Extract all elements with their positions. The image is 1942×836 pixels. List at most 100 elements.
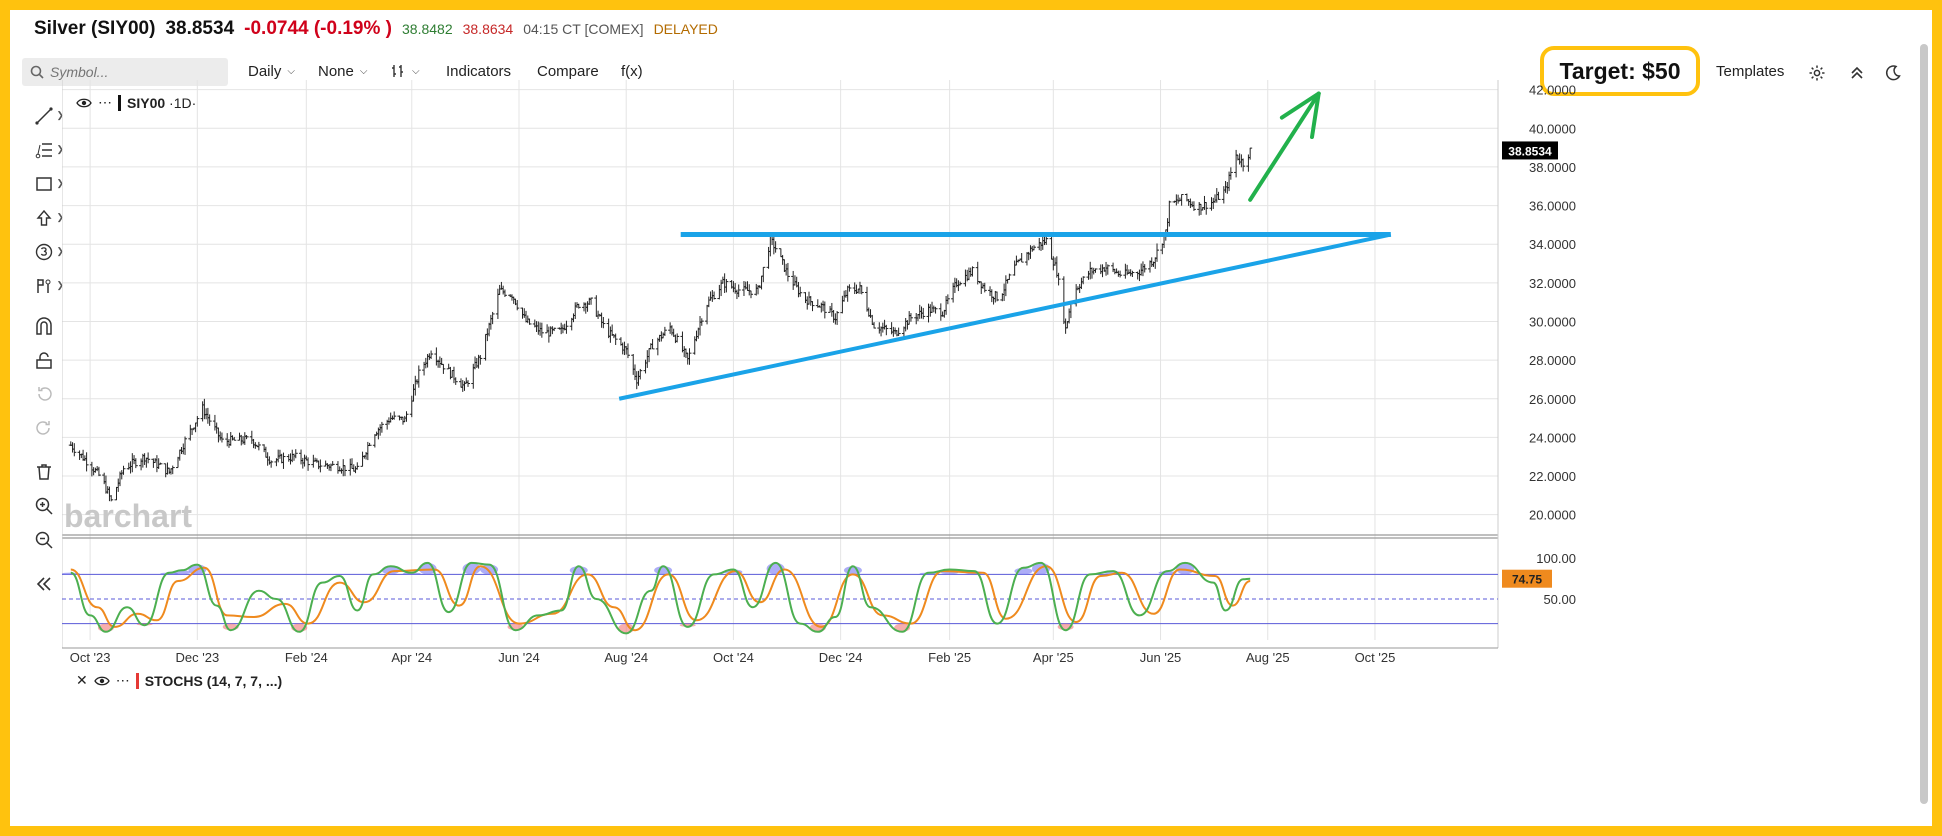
x-tick-label: Apr '24: [391, 650, 432, 665]
quote-header: Silver (SIY00) 38.8534 -0.0744 (-0.19% )…: [34, 18, 718, 46]
stoch-d-line: [70, 565, 1251, 632]
fib-tool[interactable]: ❯: [26, 136, 64, 164]
rect-tool-icon: [36, 177, 52, 191]
close-icon[interactable]: ✕: [76, 672, 88, 688]
compare-mode-dropdown[interactable]: None ⌵: [318, 63, 367, 80]
period-dropdown[interactable]: Daily ⌵: [248, 63, 295, 80]
collapse-left-icon: [36, 577, 51, 591]
magnet-tool[interactable]: [26, 312, 62, 340]
measure-tool-icon: [37, 279, 51, 293]
price-chart-svg[interactable]: 20.0000 22.0000 24.0000 26.0000 28.0000 30.00…: [61, 80, 1922, 820]
y-tick-label: 34.0000: [1529, 237, 1576, 252]
ask-price: 38.8634: [462, 21, 514, 37]
stoch-tick-label: 100.00: [1536, 551, 1576, 566]
chart-type-icon: [392, 65, 403, 77]
magnet-icon: [36, 317, 52, 335]
compare-button[interactable]: Compare: [537, 63, 599, 80]
price-legend: ⋯ SIY00 ·1D·: [76, 94, 196, 111]
chevron-right-icon: ❯: [56, 178, 64, 188]
indicators-label: Indicators: [446, 63, 512, 80]
x-tick-label: Jun '25: [1140, 650, 1182, 665]
y-tick-label: 30.0000: [1529, 314, 1576, 329]
arrow-tool[interactable]: ❯: [26, 204, 64, 232]
delayed-badge: DELAYED: [653, 21, 718, 37]
search-input[interactable]: [50, 64, 220, 80]
chevron-right-icon: ❯: [56, 280, 64, 290]
target-arrow: [1248, 91, 1321, 202]
trash-icon: [37, 464, 51, 480]
more-icon[interactable]: ⋯: [115, 672, 130, 688]
chevron-right-icon: ❯: [56, 246, 64, 256]
x-tick-label: Dec '24: [819, 650, 863, 665]
collapse-icon: [1851, 66, 1863, 79]
page-scrollbar[interactable]: [1920, 44, 1928, 804]
bid-price: 38.8482: [402, 21, 453, 37]
lock-tool[interactable]: [26, 346, 62, 374]
x-tick-label: Oct '25: [1355, 650, 1396, 665]
redo-icon: [36, 421, 50, 435]
y-tick-label: 38.0000: [1529, 160, 1576, 175]
chevron-down-icon: ⌵: [287, 66, 295, 77]
symbol-title: Silver (SIY00): [34, 18, 156, 39]
fx-button[interactable]: f(x): [621, 63, 643, 80]
y-tick-label: 28.0000: [1529, 353, 1576, 368]
stoch-legend: ✕ ⋯ STOCHS (14, 7, 7, ...): [76, 672, 282, 689]
support-trendline: [618, 232, 1392, 401]
undo-button[interactable]: [26, 380, 62, 408]
y-tick-label: 42.0000: [1529, 83, 1576, 98]
delete-button[interactable]: [26, 458, 62, 486]
x-tick-label: Oct '23: [70, 650, 111, 665]
indicators-button[interactable]: Indicators: [446, 63, 511, 80]
y-tick-label: 26.0000: [1529, 392, 1576, 407]
line-tool[interactable]: ❯: [26, 102, 64, 130]
settings-button[interactable]: [1804, 60, 1830, 86]
stoch-label: STOCHS (14, 7, 7, ...): [144, 672, 283, 689]
chart-area[interactable]: 20.0000 22.0000 24.0000 26.0000 28.0000 30.00…: [61, 80, 1922, 820]
x-tick-label: Feb '24: [285, 650, 328, 665]
dark-mode-button[interactable]: [1880, 60, 1906, 86]
legend-symbol: SIY00: [127, 94, 166, 111]
zoom-in-button[interactable]: [26, 492, 62, 520]
zoom-in-icon: [35, 497, 53, 515]
templates-button[interactable]: Templates: [1716, 63, 1784, 80]
y-tick-label: 24.0000: [1529, 430, 1576, 445]
zoom-out-icon: [35, 531, 53, 549]
chevron-right-icon: ❯: [56, 144, 64, 154]
target-annotation: Target: $50: [1540, 46, 1700, 96]
chart-type-dropdown[interactable]: ⌵: [390, 63, 420, 79]
measure-tool[interactable]: ❯: [26, 272, 64, 300]
fib-tool-icon: [35, 143, 52, 159]
y-tick-label: 20.0000: [1529, 508, 1576, 523]
period-label: Daily: [248, 63, 282, 80]
settings-icon: [1809, 65, 1825, 81]
y-tick-label: 36.0000: [1529, 199, 1576, 214]
number-tool[interactable]: ❯: [26, 238, 64, 266]
rect-tool[interactable]: ❯: [26, 170, 64, 198]
stoch-k-line: [70, 561, 1251, 635]
x-tick-label: Apr '25: [1033, 650, 1074, 665]
target-arrow-head: [1279, 91, 1321, 139]
compare-mode-label: None: [318, 63, 354, 80]
last-price-tag: [1502, 141, 1558, 160]
collapse-sidebar-button[interactable]: [26, 570, 62, 598]
redo-button[interactable]: [26, 414, 62, 442]
price-change: -0.0744 (-0.19% ): [244, 18, 392, 39]
y-tick-label: 22.0000: [1529, 469, 1576, 484]
eye-icon[interactable]: [93, 675, 110, 687]
number-tool-icon: [35, 243, 53, 261]
stoch-tick-label: 50.00: [1543, 592, 1576, 607]
chart-window: Silver (SIY00) 38.8534 -0.0744 (-0.19% )…: [10, 10, 1932, 826]
dark-mode-icon: [1885, 65, 1901, 81]
y-tick-label: 32.0000: [1529, 276, 1576, 291]
symbol-search[interactable]: [22, 58, 228, 86]
last-price: 38.8534: [165, 18, 235, 39]
eye-icon[interactable]: [76, 97, 92, 109]
collapse-toolbar-button[interactable]: [1844, 60, 1870, 86]
zoom-out-button[interactable]: [26, 526, 62, 554]
line-tool-icon: [35, 107, 53, 125]
more-icon[interactable]: ⋯: [98, 94, 112, 110]
lock-icon: [36, 352, 52, 369]
templates-label: Templates: [1716, 63, 1785, 80]
x-tick-label: Aug '24: [604, 650, 648, 665]
x-tick-label: Aug '25: [1246, 650, 1290, 665]
